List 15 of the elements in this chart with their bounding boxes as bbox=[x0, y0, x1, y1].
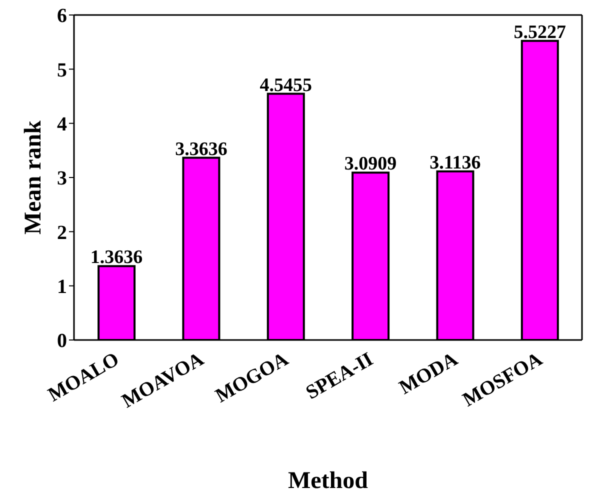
y-tick-label: 0 bbox=[57, 330, 67, 352]
data-label: 3.1136 bbox=[430, 152, 481, 174]
y-tick-label: 5 bbox=[57, 59, 67, 82]
y-tick-label: 4 bbox=[57, 113, 67, 136]
y-axis-title: Mean rank bbox=[20, 120, 47, 234]
y-tick-label: 3 bbox=[57, 168, 67, 190]
data-label: 3.3636 bbox=[175, 138, 228, 160]
data-label: 3.0909 bbox=[344, 154, 397, 175]
y-tick-label: 6 bbox=[57, 5, 67, 28]
data-label: 4.5455 bbox=[260, 74, 312, 96]
y-tick-label: 2 bbox=[57, 222, 67, 244]
x-axis-title: Method bbox=[288, 468, 369, 494]
data-label: 5.5227 bbox=[514, 22, 567, 43]
y-tick-label: 1 bbox=[57, 276, 67, 298]
data-label: 1.3636 bbox=[90, 247, 143, 268]
